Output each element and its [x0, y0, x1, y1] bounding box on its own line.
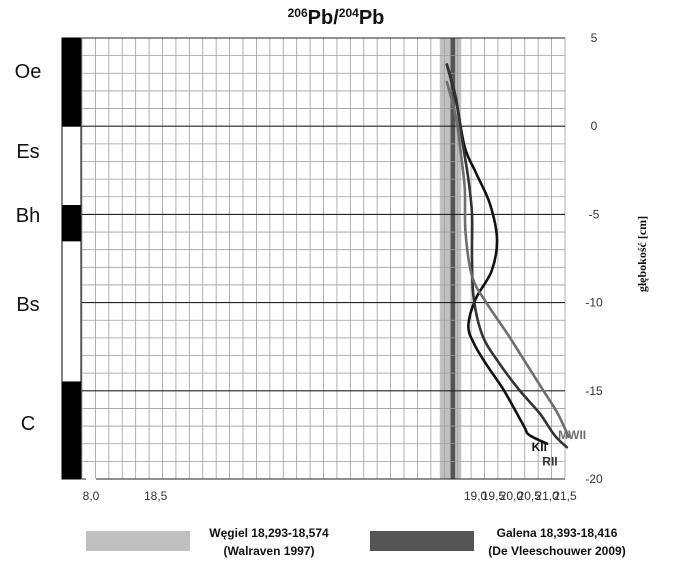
x-tick-label: 8,0 [83, 489, 100, 503]
legend-source-wegiel: (Walraven 1997) [224, 544, 315, 558]
x-tick-label: 19,5 [482, 489, 506, 503]
legend: Węgiel 18,293-18,574 (Walraven 1997) Gal… [86, 526, 626, 558]
chart-title: 206Pb/204Pb [288, 6, 385, 29]
series-line-kii [445, 63, 549, 445]
y-tick-label: -5 [589, 207, 600, 221]
horizon-label-oe: Oe [15, 61, 42, 83]
band-galena [450, 38, 456, 479]
y-tick-label: 0 [591, 119, 598, 133]
series-label-kii: KII [532, 440, 547, 454]
series-label-mwii: MWII [558, 428, 586, 442]
title-sup1: 206 [288, 6, 308, 20]
horizon-label-bh: Bh [16, 205, 40, 227]
bands [439, 38, 462, 479]
series-lines [445, 63, 570, 449]
y-tick-label: 5 [591, 31, 598, 45]
legend-swatch-wegiel [86, 531, 190, 551]
title-part2: Pb [359, 7, 385, 29]
horizon-es [61, 125, 82, 207]
y-tick-label: -20 [585, 472, 603, 486]
horizon-bs [61, 240, 82, 383]
horizon-oe [61, 37, 82, 127]
legend-swatch-galena [370, 531, 474, 551]
x-tick-label: 20,0 [500, 489, 524, 503]
legend-label-wegiel: Węgiel 18,293-18,574 [209, 526, 329, 540]
series-line-mwii [445, 80, 570, 438]
horizon-label-es: Es [16, 141, 39, 163]
y-axis-label: głębokość [cm] [635, 216, 649, 292]
horizon-label-c: C [21, 413, 35, 435]
x-tick-label: 18,5 [144, 489, 168, 503]
legend-source-galena: (De Vleeschouwer 2009) [488, 544, 625, 558]
horizon-c [61, 381, 82, 480]
y-tick-label: -15 [585, 384, 603, 398]
x-tick-label: 19,0 [464, 489, 488, 503]
horizon-column: Oe Es Bh Bs C [15, 37, 82, 480]
x-ticks: 8,0 18,5 19,019,520,020,521,021,5 [83, 478, 577, 503]
x-tick-label: 21,0 [535, 489, 559, 503]
series-line-rii [445, 63, 569, 449]
x-tick-label: 20,5 [518, 489, 542, 503]
horizon-bh [61, 205, 82, 242]
title-part1: Pb/ [308, 7, 340, 29]
x-tick-label: 21,5 [553, 489, 577, 503]
y-tick-label: -10 [585, 296, 603, 310]
title-sup2: 204 [339, 6, 359, 20]
horizon-label-bs: Bs [16, 294, 39, 316]
grid [81, 37, 566, 480]
legend-label-galena: Galena 18,393-18,416 [497, 526, 618, 540]
y-ticks: 5 0 -5 -10 -15 -20 [585, 31, 603, 486]
series-label-rii: RII [542, 454, 557, 468]
